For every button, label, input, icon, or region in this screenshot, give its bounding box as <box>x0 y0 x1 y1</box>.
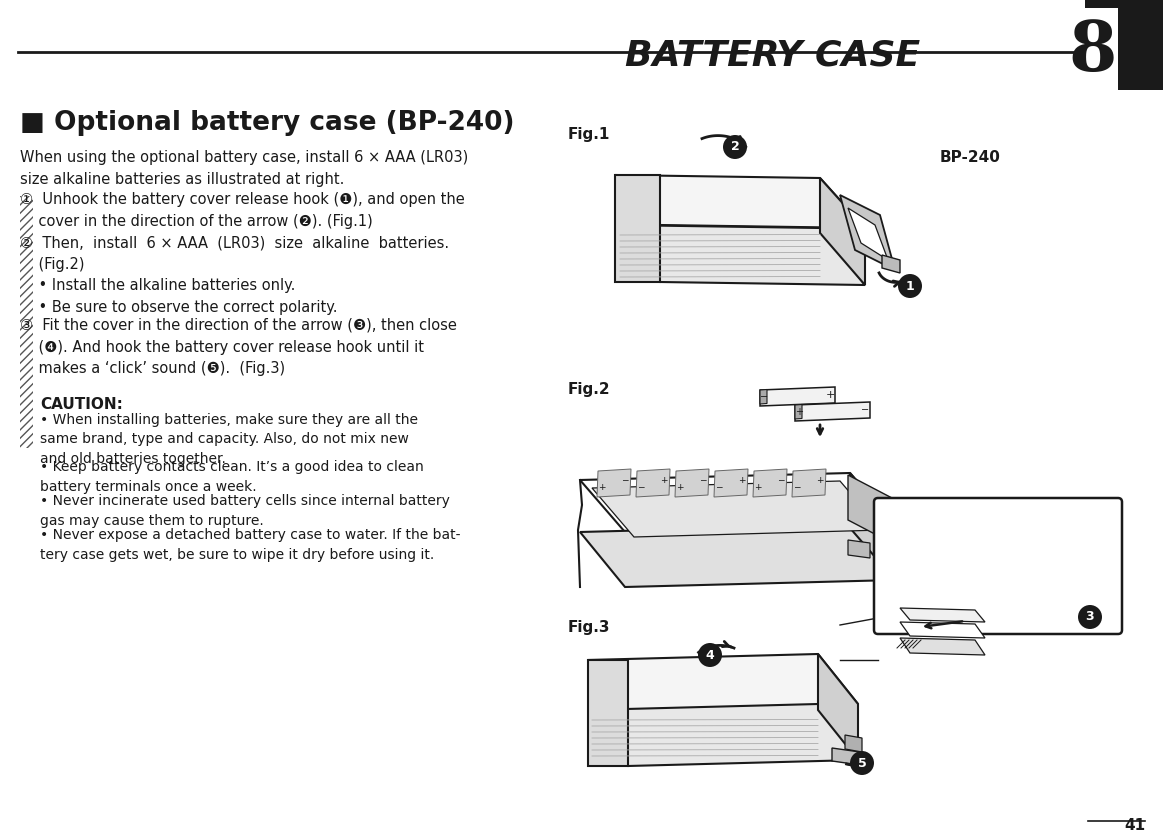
Text: Fig.2: Fig.2 <box>568 382 611 397</box>
Polygon shape <box>615 225 865 285</box>
Text: • Never incinerate used battery cells since internal battery
gas may cause them : • Never incinerate used battery cells si… <box>40 494 450 527</box>
Polygon shape <box>759 387 835 406</box>
Polygon shape <box>615 175 865 228</box>
Polygon shape <box>597 469 632 497</box>
Text: +: + <box>826 390 835 400</box>
Polygon shape <box>588 704 858 766</box>
Polygon shape <box>900 638 985 655</box>
Polygon shape <box>820 178 865 285</box>
Polygon shape <box>752 469 787 497</box>
Polygon shape <box>818 654 858 760</box>
Text: +: + <box>661 475 668 484</box>
Text: When using the optional battery case, install 6 × AAA (LR03)
size alkaline batte: When using the optional battery case, in… <box>20 150 469 187</box>
Text: 3: 3 <box>1086 611 1094 623</box>
Text: Fig.3: Fig.3 <box>568 620 611 635</box>
Text: −: − <box>777 475 785 484</box>
Polygon shape <box>795 402 870 421</box>
Polygon shape <box>592 481 882 537</box>
Polygon shape <box>636 469 670 497</box>
Polygon shape <box>792 469 826 497</box>
Text: BATTERY CASE: BATTERY CASE <box>625 39 920 73</box>
Text: 41: 41 <box>1123 818 1146 833</box>
Text: −: − <box>715 483 722 492</box>
Text: ■ Optional battery case (BP-240): ■ Optional battery case (BP-240) <box>20 110 514 136</box>
FancyBboxPatch shape <box>875 498 1122 634</box>
Text: ②  Then,  install  6 × AAA  (LR03)  size  alkaline  batteries.
    (Fig.2)
    •: ② Then, install 6 × AAA (LR03) size alka… <box>20 235 449 315</box>
Polygon shape <box>588 660 628 766</box>
Text: CAUTION:: CAUTION: <box>40 397 123 412</box>
Text: −: − <box>637 483 644 492</box>
Text: • Never expose a detached battery case to water. If the bat-
tery case gets wet,: • Never expose a detached battery case t… <box>40 528 461 561</box>
Polygon shape <box>840 195 896 270</box>
Polygon shape <box>850 473 896 580</box>
Circle shape <box>723 135 747 159</box>
Text: +: + <box>755 483 762 492</box>
Bar <box>1085 0 1163 8</box>
Polygon shape <box>615 175 659 282</box>
Text: +: + <box>816 475 823 484</box>
Polygon shape <box>848 208 889 260</box>
Polygon shape <box>900 608 985 622</box>
Polygon shape <box>795 405 802 419</box>
Text: +: + <box>739 475 745 484</box>
Text: −: − <box>759 392 768 402</box>
Text: • Keep battery contacts clean. It’s a good idea to clean
battery terminals once : • Keep battery contacts clean. It’s a go… <box>40 460 423 494</box>
Text: 1: 1 <box>906 280 914 292</box>
Text: ①  Unhook the battery cover release hook (❶), and open the
    cover in the dire: ① Unhook the battery cover release hook … <box>20 192 465 229</box>
Polygon shape <box>714 469 748 497</box>
Circle shape <box>698 643 722 667</box>
Text: 5: 5 <box>857 757 866 769</box>
Text: Fig.1: Fig.1 <box>568 127 611 142</box>
Polygon shape <box>580 525 896 587</box>
Polygon shape <box>832 748 859 765</box>
Text: 2: 2 <box>730 141 740 153</box>
Text: +: + <box>676 483 684 492</box>
Polygon shape <box>846 735 862 752</box>
Polygon shape <box>848 475 892 543</box>
Polygon shape <box>675 469 709 497</box>
Text: • When installing batteries, make sure they are all the
same brand, type and cap: • When installing batteries, make sure t… <box>40 413 418 466</box>
Text: BP-240: BP-240 <box>940 150 1001 165</box>
Circle shape <box>1078 605 1103 629</box>
Polygon shape <box>900 622 985 638</box>
Circle shape <box>898 274 922 298</box>
Polygon shape <box>759 390 768 404</box>
Bar <box>1118 8 1163 90</box>
Text: −: − <box>861 405 869 415</box>
Text: −: − <box>699 475 707 484</box>
Text: ③  Fit the cover in the direction of the arrow (❸), then close
    (❹). And hook: ③ Fit the cover in the direction of the … <box>20 318 457 376</box>
Text: +: + <box>795 407 802 417</box>
Text: 8: 8 <box>1069 18 1118 85</box>
Text: 4: 4 <box>706 649 714 661</box>
Polygon shape <box>588 654 858 710</box>
Polygon shape <box>580 473 896 532</box>
Polygon shape <box>882 255 900 273</box>
Circle shape <box>850 751 875 775</box>
Bar <box>20 196 33 448</box>
Text: +: + <box>598 483 606 492</box>
Text: −: − <box>793 483 801 492</box>
Text: −: − <box>621 475 629 484</box>
Polygon shape <box>848 540 870 558</box>
